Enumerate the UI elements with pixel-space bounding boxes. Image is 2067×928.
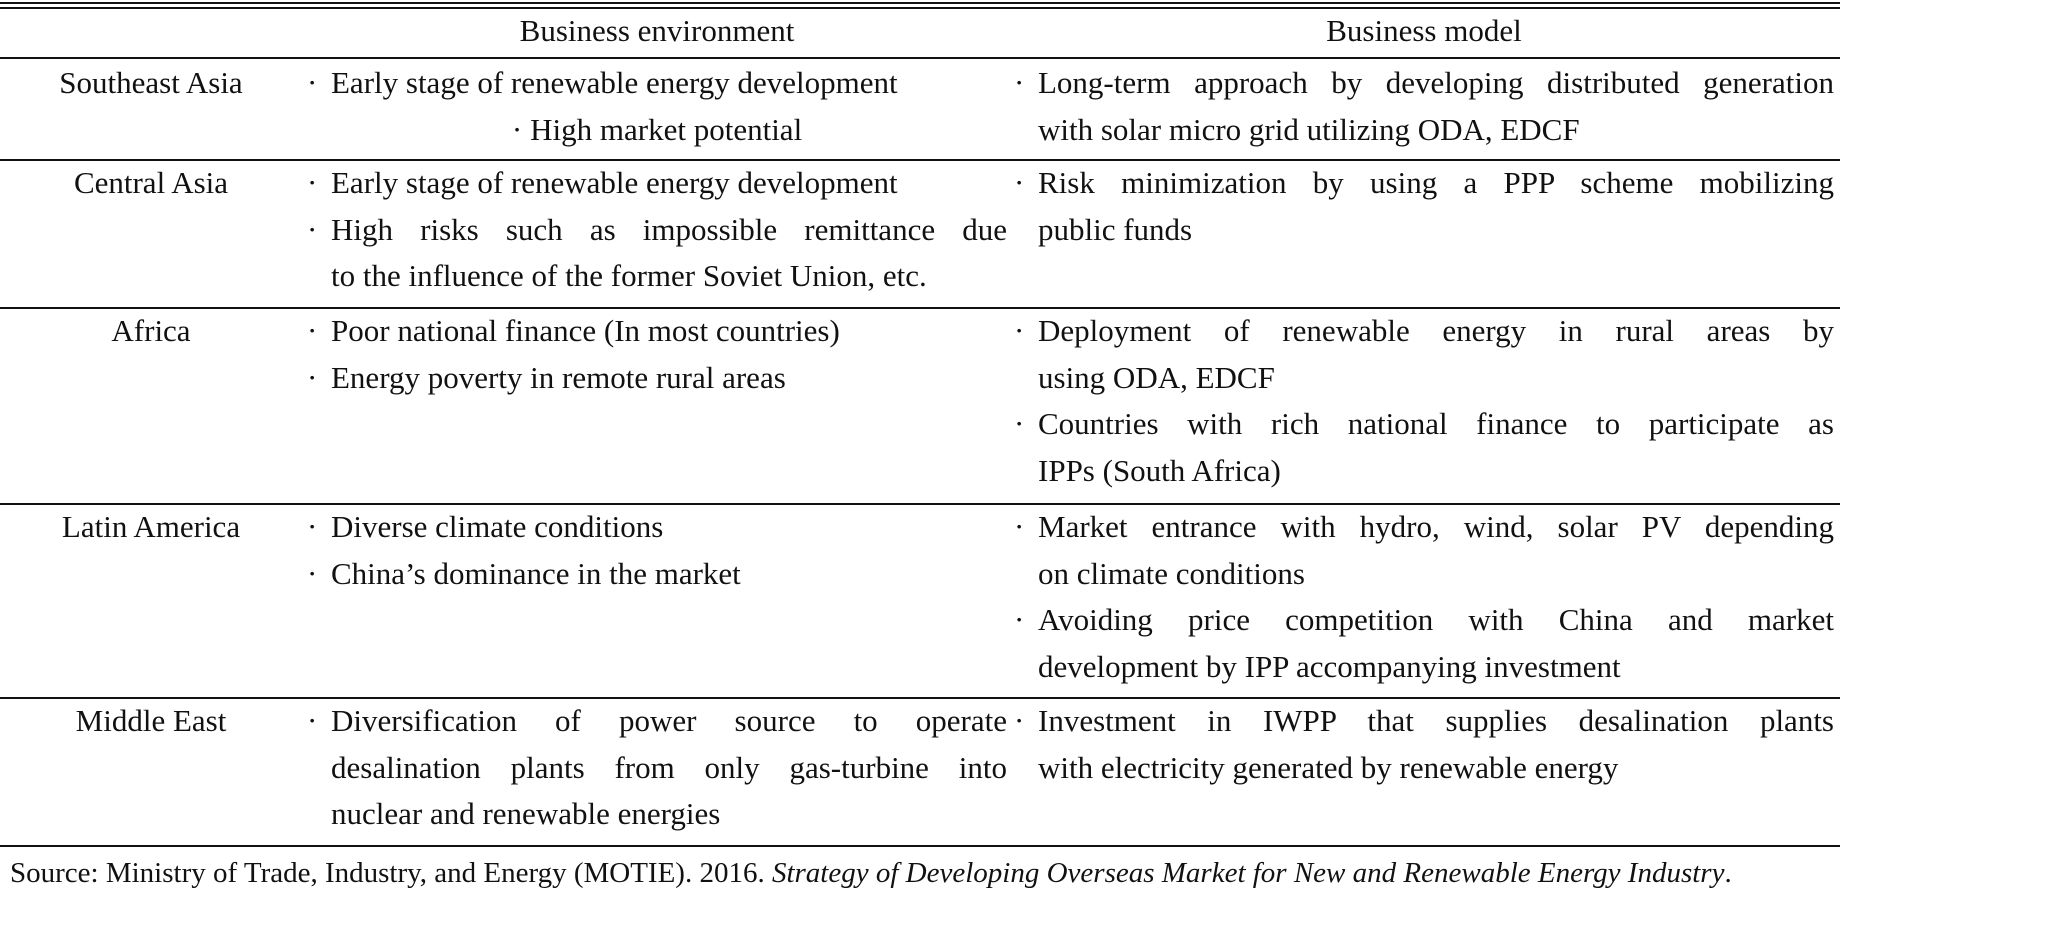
bullet-line: Avoiding price competition with China an… [1038,602,1834,637]
bullet-line: desalination plants from only gas-turbin… [331,749,1007,785]
bullet-line: Market entrance with hydro, wind, solar … [1038,509,1834,544]
header-business-environment: Business environment [519,13,795,48]
bullet-icon: · [307,555,318,591]
environment-cell: · Poor national finance (In most countrie… [307,308,1007,401]
region-cell: Southeast Asia [59,65,243,100]
bullet-item: · Risk minimization by using a PPP scheme… [1014,160,1834,253]
table-bottom-rule [0,845,1840,847]
bullet-line: public funds [1038,211,1193,247]
bullet-item: · China’s dominance in the market [307,551,1007,598]
header-business-model: Business model [1326,13,1522,48]
region-cell: Middle East [75,703,227,738]
environment-cell: · Diversification of power source to oper… [307,698,1007,838]
bullet-icon: · [307,211,318,247]
bullet-line: Energy poverty in remote rural areas [331,359,786,395]
model-cell: · Risk minimization by using a PPP scheme… [1014,160,1834,253]
source-suffix: . [1724,857,1732,889]
bullet-icon: · [1014,165,1025,200]
bullet-line: High risks such as impossible remittance… [331,211,1007,247]
bullet-icon: · [307,359,318,395]
bullet-line: with solar micro grid utilizing ODA, EDC… [1038,111,1580,147]
bullet-icon: · [307,165,318,200]
bullet-item: · Early stage of renewable energy develop… [307,60,1007,107]
bullet-item: · Long-term approach by developing distri… [1014,60,1834,153]
bullet-icon: · [307,509,318,544]
bullet-line: Deployment of renewable energy in rural … [1038,313,1834,348]
environment-cell: · Early stage of renewable energy develop… [307,160,1007,300]
bullet-item: · Avoiding price competition with China a… [1014,597,1834,690]
bullet-icon: · [1014,406,1025,441]
bullet-icon: · [1014,509,1025,544]
bullet-line: Early stage of renewable energy developm… [331,165,898,200]
bullet-item: · Diverse climate conditions [307,504,1007,551]
bullet-line: to the influence of the former Soviet Un… [331,258,927,293]
bullet-icon: · [1014,703,1025,738]
row-rule [0,697,1840,699]
bullet-line: Poor national finance (In most countries… [331,313,840,348]
source-title: Strategy of Developing Overseas Market f… [771,857,1725,889]
bullet-line: with electricity generated by renewable … [1038,749,1619,785]
bullet-line: Diversification of power source to opera… [331,703,1007,738]
bullet-icon: · [511,111,523,147]
bullet-line: development by IPP accompanying investme… [1038,648,1621,684]
bullet-line: IPPs (South Africa) [1038,452,1281,488]
bullet-item: · Early stage of renewable energy develop… [307,160,1007,207]
bullet-line: Countries with rich national finance to … [1038,406,1834,441]
table-top-rule-inner [0,7,1840,9]
row-rule [0,503,1840,505]
bullet-line: using ODA, EDCF [1038,359,1275,395]
source-prefix: Source: Ministry of Trade, Industry, and… [10,857,772,889]
bullet-icon: · [307,313,318,348]
bullet-item: · Investment in IWPP that supplies desali… [1014,698,1834,791]
bullet-line: Investment in IWPP that supplies desalin… [1038,703,1834,738]
region-cell: Latin America [61,509,241,544]
row-rule [0,159,1840,161]
bullet-line: nuclear and renewable energies [331,796,721,831]
environment-cell: · Early stage of renewable energy develop… [307,60,1007,153]
bullet-item: · Countries with rich national finance to… [1014,401,1834,494]
bullet-line: Long-term approach by developing distrib… [1038,65,1834,100]
model-cell: · Long-term approach by developing distri… [1014,60,1834,153]
bullet-item: · High market potential [307,107,1007,154]
bullet-icon: · [307,65,318,100]
bullet-item: · High risks such as impossible remittanc… [307,207,1007,300]
model-cell: · Investment in IWPP that supplies desali… [1014,698,1834,791]
header-rule [0,57,1840,59]
table-top-rule [0,2,1840,4]
environment-cell: · Diverse climate conditions · China’s domi… [307,504,1007,597]
region-cell: Africa [111,313,191,348]
bullet-icon: · [1014,65,1025,100]
source-note: Source: Ministry of Trade, Industry, and… [10,850,1832,896]
bullet-line: on climate conditions [1038,555,1305,591]
bullet-line: China’s dominance in the market [331,555,741,591]
region-cell: Central Asia [73,165,229,200]
model-cell: · Market entrance with hydro, wind, solar… [1014,504,1834,690]
row-rule [0,307,1840,309]
bullet-item: · Deployment of renewable energy in rural… [1014,308,1834,401]
model-cell: · Deployment of renewable energy in rural… [1014,308,1834,494]
bullet-item: · Market entrance with hydro, wind, solar… [1014,504,1834,597]
bullet-line: Risk minimization by using a PPP scheme … [1038,165,1834,200]
bullet-item: · Diversification of power source to oper… [307,698,1007,838]
bullet-line: High market potential [530,111,803,147]
bullet-icon: · [1014,602,1025,637]
bullet-icon: · [307,703,318,738]
bullet-item: · Poor national finance (In most countrie… [307,308,1007,355]
bullet-item: · Energy poverty in remote rural areas [307,355,1007,402]
bullet-line: Early stage of renewable energy developm… [331,65,898,100]
bullet-line: Diverse climate conditions [331,509,664,544]
bullet-icon: · [1014,313,1025,348]
